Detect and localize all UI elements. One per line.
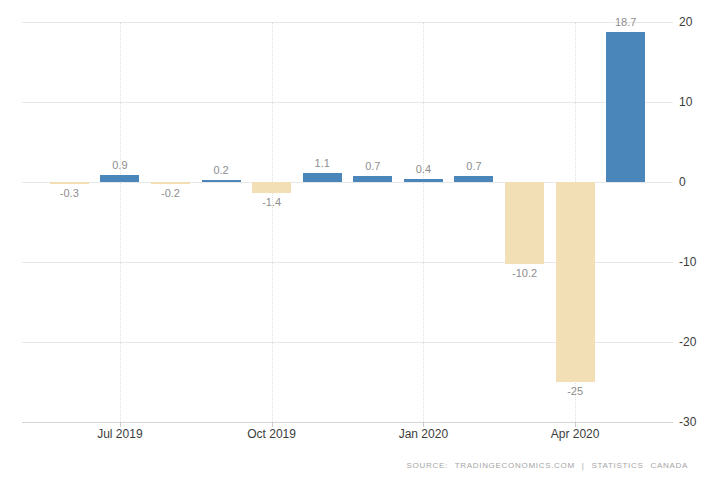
bar[interactable] (252, 182, 291, 193)
y-tick-label: 20 (679, 14, 719, 30)
x-tick-label: Apr 2020 (530, 427, 620, 442)
vertical-gridline (120, 22, 121, 422)
bar[interactable] (100, 175, 139, 182)
y-tick-label: -30 (679, 414, 719, 430)
bar[interactable] (454, 176, 493, 182)
bar-value-label: 0.2 (189, 164, 253, 177)
bar-value-label: 0.9 (88, 159, 152, 172)
vertical-gridline (272, 22, 273, 422)
bar[interactable] (303, 173, 342, 182)
y-tick-label: 10 (679, 94, 719, 110)
bar-value-label: 18.7 (594, 16, 658, 29)
bar[interactable] (353, 176, 392, 182)
bar-value-label: 0.7 (442, 160, 506, 173)
x-tick-label: Oct 2019 (227, 427, 317, 442)
bar[interactable] (505, 182, 544, 264)
vertical-gridline (423, 22, 424, 422)
y-tick-label: -10 (679, 254, 719, 270)
bar[interactable] (202, 180, 241, 182)
bar[interactable] (50, 182, 89, 184)
bar-value-label: -0.2 (138, 187, 202, 200)
bar-value-label: -25 (543, 385, 607, 398)
bar-value-label: -10.2 (493, 267, 557, 280)
bar-chart: -0.30.9-0.20.2-1.41.10.70.40.7-10.2-2518… (0, 0, 728, 485)
source-attribution: SOURCE: TRADINGECONOMICS.COM | STATISTIC… (407, 461, 688, 470)
x-tick-label: Jan 2020 (378, 427, 468, 442)
bar-value-label: -1.4 (240, 196, 304, 209)
y-tick-label: -20 (679, 334, 719, 350)
bar[interactable] (556, 182, 595, 382)
bar[interactable] (151, 182, 190, 184)
plot-area: -0.30.9-0.20.2-1.41.10.70.40.7-10.2-2518… (22, 22, 673, 422)
y-tick-label: 0 (679, 174, 719, 190)
bar[interactable] (606, 32, 645, 182)
x-tick-label: Jul 2019 (75, 427, 165, 442)
bar-value-label: -0.3 (37, 187, 101, 200)
bar[interactable] (404, 179, 443, 182)
